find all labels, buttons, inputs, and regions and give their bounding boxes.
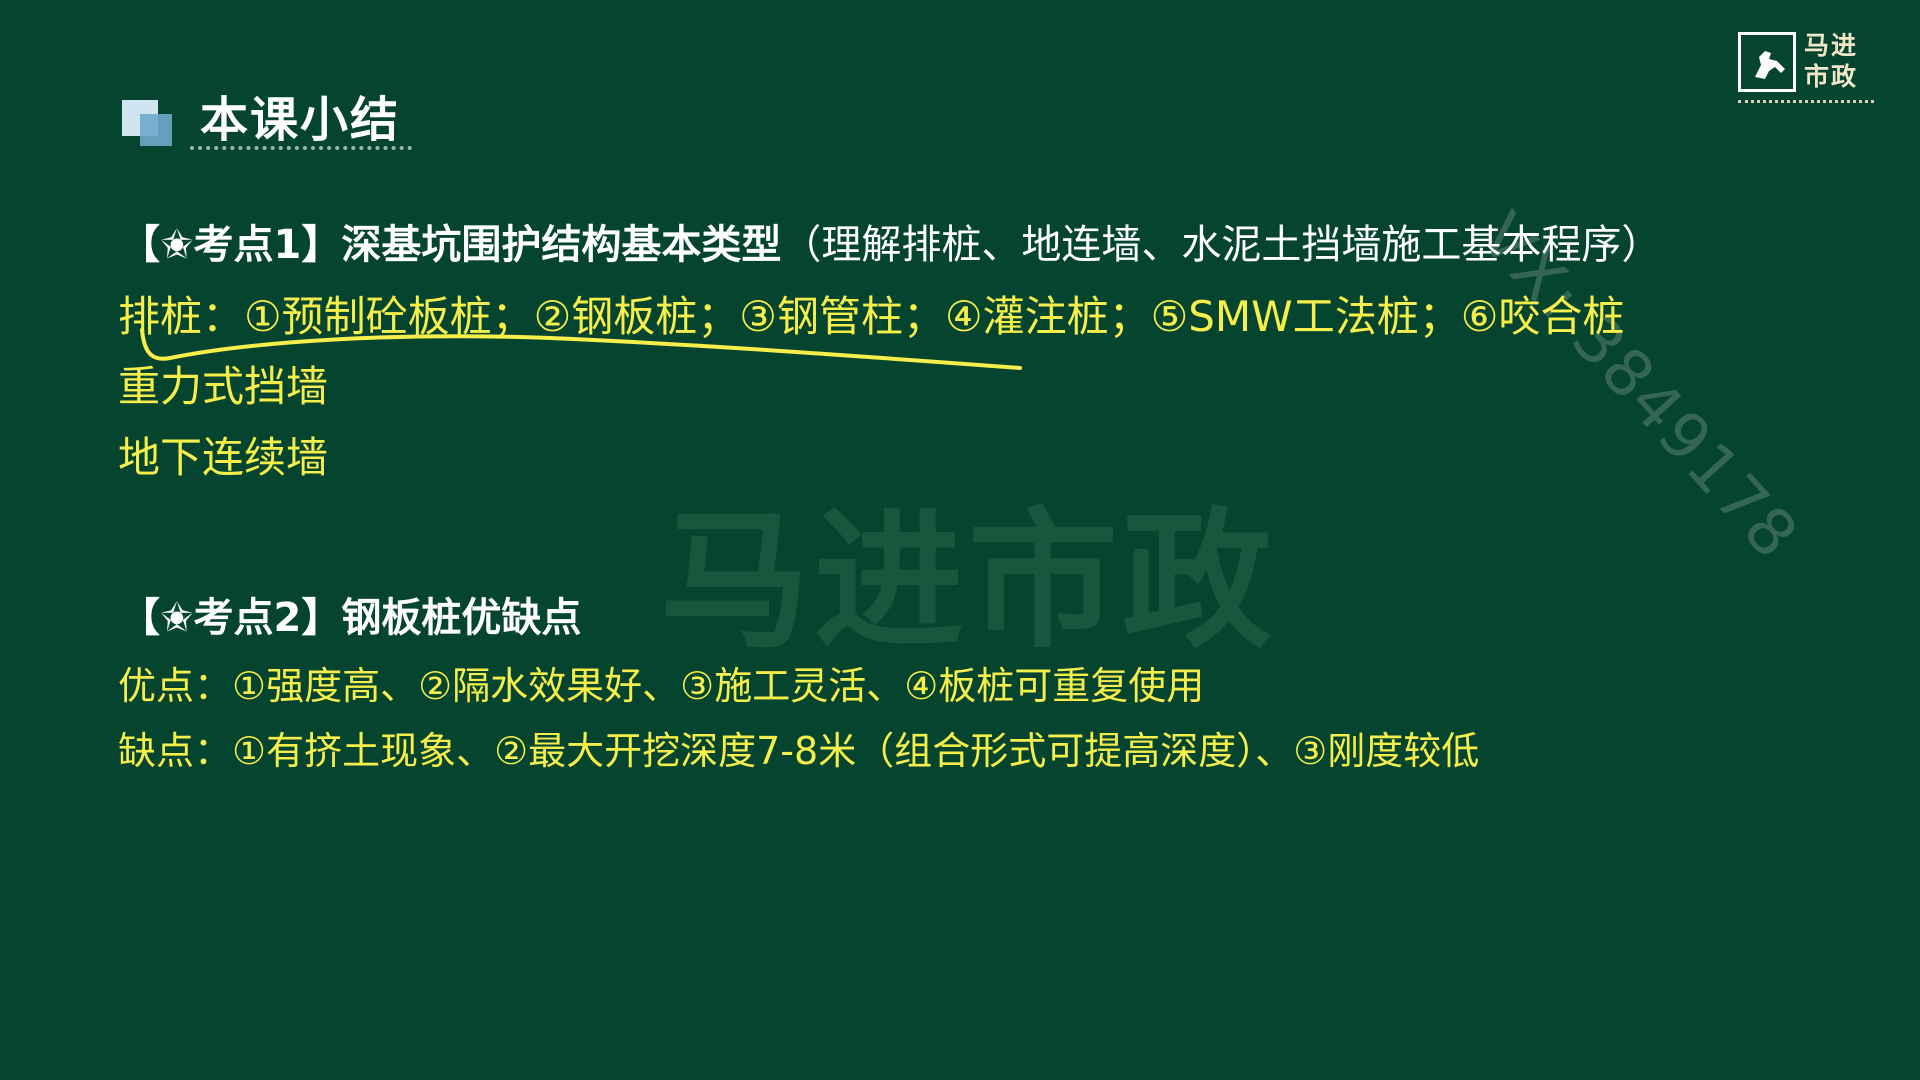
point1-heading: 【✬考点1】深基坑围护结构基本类型	[120, 222, 782, 268]
page-title: 本课小结	[200, 92, 401, 148]
handwritten-underline-annotation	[140, 328, 1022, 370]
point2-heading: 【✬考点2】钢板桩优缺点	[120, 595, 582, 641]
title-squares-icon	[122, 100, 182, 150]
point1-heading-line: 【✬考点1】深基坑围护结构基本类型（理解排桩、地连墙、水泥土挡墙施工基本程序）	[120, 212, 1661, 270]
brand-logo: 马进 市政	[1738, 30, 1878, 114]
logo-brand-name: 马进 市政	[1804, 31, 1859, 91]
point2-heading-line: 【✬考点2】钢板桩优缺点	[120, 585, 581, 643]
center-watermark: 马进市政	[660, 495, 1277, 669]
point2-advantages: 优点：①强度高、②隔水效果好、③施工灵活、④板桩可重复使用	[118, 664, 1205, 708]
logo-slogan-strip	[1738, 100, 1874, 109]
point1-note: （理解排桩、地连墙、水泥土挡墙施工基本程序）	[781, 222, 1662, 268]
title-dotted-underline	[190, 146, 412, 150]
point2-disadvantages: 缺点：①有挤土现象、②最大开挖深度7-8米（组合形式可提高深度）、③刚度较低	[118, 729, 1480, 773]
point1-diaphragm-wall: 地下连续墙	[118, 433, 329, 482]
point1-gravity-wall: 重力式挡墙	[118, 362, 329, 411]
title-square-front	[140, 114, 172, 146]
point1-pile-types: 排桩：①预制砼板桩；②钢板桩；③钢管柱；④灌注桩；⑤SMW工法桩；⑥咬合桩	[118, 292, 1625, 341]
horse-icon	[1755, 51, 1785, 79]
logo-frame	[1738, 32, 1796, 92]
